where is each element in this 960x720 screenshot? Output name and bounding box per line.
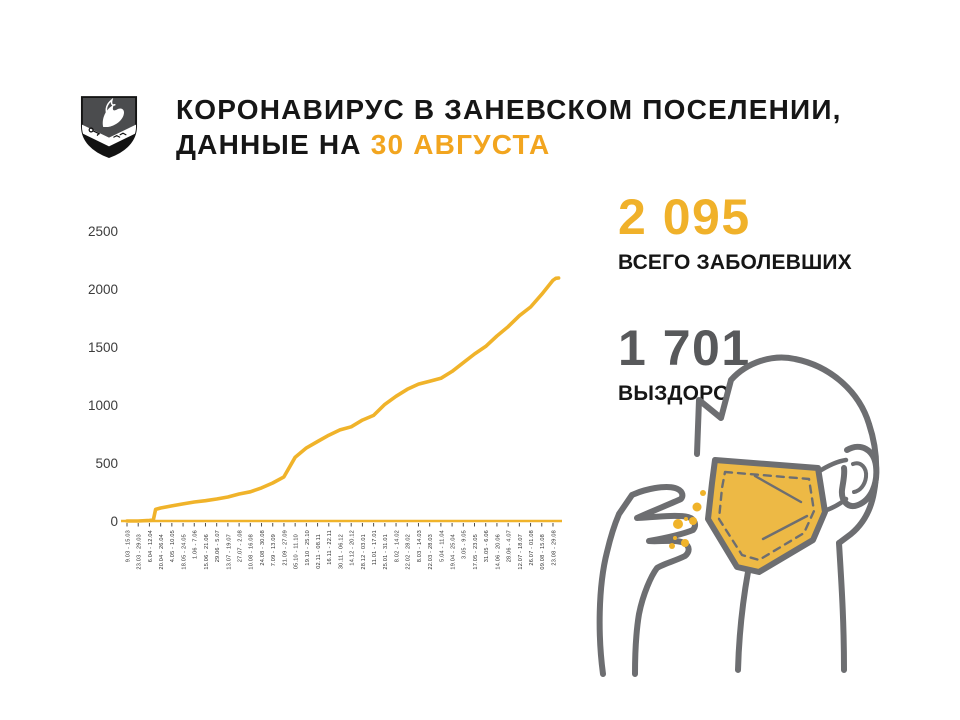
- recovered-value: 1 701: [618, 320, 751, 376]
- svg-text:12.07 - 18.07: 12.07 - 18.07: [518, 534, 524, 570]
- svg-text:15.06 - 21.06: 15.06 - 21.06: [204, 534, 210, 570]
- total-cases-value: 2 095: [618, 189, 751, 245]
- x-axis-labels: 9.03 - 15.03 23.03 - 29.03 6.04 - 12.04 20.…: [125, 530, 557, 570]
- svg-text:22.02 - 28.02: 22.02 - 28.02: [406, 534, 412, 570]
- svg-text:4.05 - 10.05: 4.05 - 10.05: [170, 530, 176, 562]
- title-line1: КОРОНАВИРУС В ЗАНЕВСКОМ ПОСЕЛЕНИИ,: [176, 94, 842, 125]
- svg-text:8.03 - 14.03: 8.03 - 14.03: [417, 530, 423, 562]
- x-axis-tick-marks: [126, 523, 554, 527]
- svg-text:14.06 - 20.06: 14.06 - 20.06: [495, 534, 501, 570]
- svg-text:5.04 - 11.04: 5.04 - 11.04: [439, 530, 445, 562]
- svg-text:16.11 - 22.11: 16.11 - 22.11: [327, 530, 333, 565]
- total-cases-stat: 2 095 ВСЕГО ЗАБОЛЕВШИХ: [618, 192, 938, 275]
- svg-text:26.07 - 01.08: 26.07 - 01.08: [529, 530, 535, 566]
- svg-text:22.03 - 28.03: 22.03 - 28.03: [428, 534, 434, 570]
- svg-text:19.04 - 25.04: 19.04 - 25.04: [450, 534, 456, 570]
- svg-text:20.04 - 26.04: 20.04 - 26.04: [159, 534, 165, 570]
- svg-text:30.11 - 06.12: 30.11 - 06.12: [338, 534, 344, 569]
- droplets: [669, 490, 706, 549]
- svg-text:19.10 - 25.10: 19.10 - 25.10: [305, 530, 311, 566]
- page-title: КОРОНАВИРУС В ЗАНЕВСКОМ ПОСЕЛЕНИИ, ДАННЫ…: [176, 92, 896, 162]
- svg-text:10.08 - 16.08: 10.08 - 16.08: [249, 534, 255, 570]
- svg-text:24.08 - 30.08: 24.08 - 30.08: [260, 530, 266, 566]
- svg-text:8.02 - 14.02: 8.02 - 14.02: [394, 530, 400, 562]
- svg-text:2500: 2500: [88, 224, 118, 239]
- title-line2-prefix: ДАННЫЕ НА: [176, 129, 371, 160]
- svg-text:28.06 - 4.07: 28.06 - 4.07: [507, 530, 513, 562]
- svg-text:6.04 - 12.04: 6.04 - 12.04: [148, 530, 154, 562]
- total-cases-label: ВСЕГО ЗАБОЛЕВШИХ: [618, 251, 852, 274]
- svg-text:21.09 - 27.09: 21.09 - 27.09: [282, 530, 288, 566]
- svg-text:1500: 1500: [88, 340, 118, 355]
- title-date-accent: 30 АВГУСТА: [370, 129, 551, 160]
- y-axis-labels: 0 500 1000 1500 2000 2500: [88, 224, 118, 529]
- svg-text:09.08 - 15.08: 09.08 - 15.08: [540, 534, 546, 570]
- svg-text:31.05 - 6.06: 31.05 - 6.06: [484, 530, 490, 562]
- svg-text:9.03 - 15.03: 9.03 - 15.03: [125, 530, 131, 562]
- svg-text:25.01 - 31.01: 25.01 - 31.01: [383, 534, 389, 570]
- svg-text:27.07 - 2.08: 27.07 - 2.08: [238, 530, 244, 562]
- svg-text:05.10 - 11.10: 05.10 - 11.10: [294, 534, 300, 569]
- svg-text:7.09 - 13.09: 7.09 - 13.09: [271, 534, 277, 566]
- svg-text:23.03 - 29.03: 23.03 - 29.03: [137, 534, 143, 570]
- person-in-mask-illustration: [596, 354, 880, 677]
- svg-text:500: 500: [95, 456, 118, 471]
- svg-text:29.06 - 5.07: 29.06 - 5.07: [215, 530, 221, 562]
- svg-text:1000: 1000: [88, 398, 118, 413]
- svg-text:13.07 - 19.07: 13.07 - 19.07: [226, 534, 232, 570]
- svg-text:02.11 - 08.11: 02.11 - 08.11: [316, 534, 322, 569]
- svg-text:18.05 - 24.05: 18.05 - 24.05: [181, 534, 187, 570]
- svg-text:23.08 - 29.08: 23.08 - 29.08: [551, 530, 557, 566]
- svg-text:0: 0: [110, 514, 118, 529]
- cases-chart: 0 500 1000 1500 2000 2500 9.03 - 15.03 23.03 -…: [88, 224, 562, 570]
- svg-text:14.12 - 20.12: 14.12 - 20.12: [350, 530, 356, 566]
- svg-text:1.06 - 7.06: 1.06 - 7.06: [193, 530, 199, 559]
- settlement-coat-of-arms-logo: [80, 96, 138, 158]
- svg-text:3.05 - 9.05: 3.05 - 9.05: [462, 530, 468, 559]
- svg-text:11.01 - 17.01: 11.01 - 17.01: [372, 530, 378, 565]
- svg-text:28.12 - 03.01: 28.12 - 03.01: [361, 534, 367, 570]
- svg-text:17.05 - 23.05: 17.05 - 23.05: [473, 534, 479, 570]
- svg-text:2000: 2000: [88, 282, 118, 297]
- cases-line-series: [125, 276, 561, 523]
